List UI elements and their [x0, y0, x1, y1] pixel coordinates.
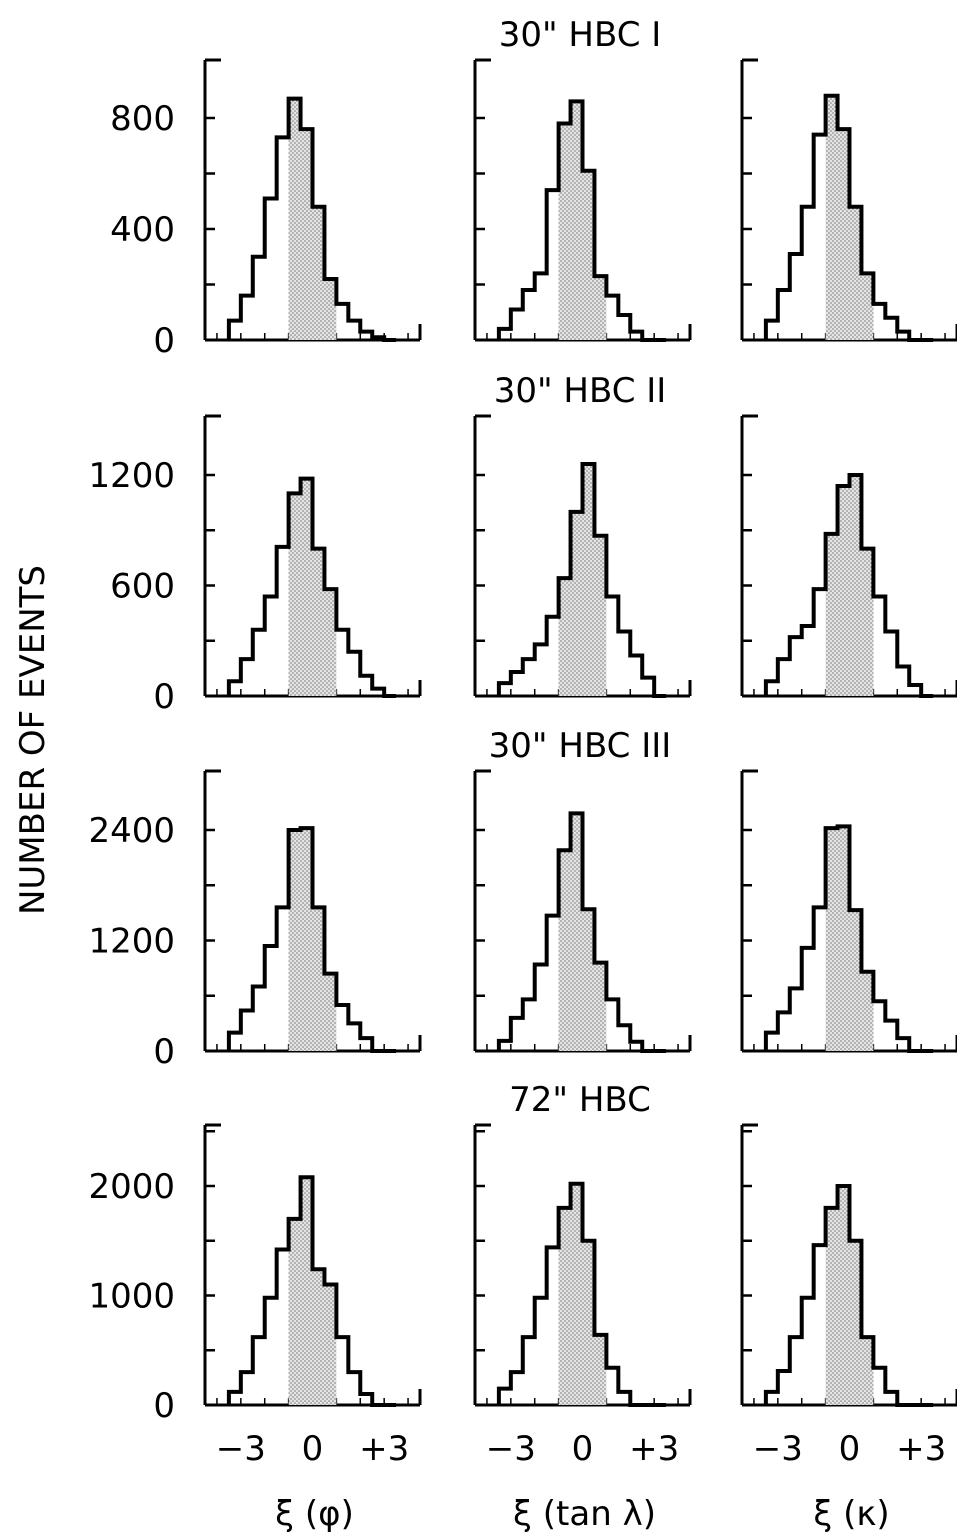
shaded-bin [825, 828, 838, 1051]
histogram-outline [226, 826, 397, 1053]
y-tick-label: 0 [153, 321, 175, 361]
shaded-bin [825, 1207, 838, 1405]
shaded-bin [300, 1177, 313, 1405]
x-tick-label: +3 [359, 1429, 409, 1469]
shaded-bin [582, 463, 595, 696]
shaded-bin [825, 533, 838, 696]
histogram-outline [496, 99, 667, 342]
shaded-bin [582, 1240, 595, 1405]
shaded-bin [594, 535, 607, 696]
x-axis-label: ξ (φ) [275, 1494, 354, 1534]
shaded-bin [594, 276, 607, 340]
shaded-bin [849, 910, 862, 1051]
shaded-bin [849, 1240, 862, 1405]
shaded-bin [594, 962, 607, 1051]
y-tick-label: 800 [110, 99, 175, 139]
x-tick-label: +3 [629, 1429, 679, 1469]
shaded-bin [837, 129, 850, 340]
shaded-bin [324, 1284, 337, 1405]
shaded-bin [849, 206, 862, 340]
shaded-bin [300, 129, 313, 340]
row-title-0: 30" HBC I [499, 15, 662, 55]
shaded-bin [300, 828, 313, 1051]
shaded-bin [558, 850, 571, 1051]
shaded-bin [300, 478, 313, 696]
histogram-outline [496, 811, 667, 1053]
x-axis-label: ξ (κ) [813, 1494, 889, 1534]
shaded-bin [861, 273, 874, 340]
shaded-bin [861, 971, 874, 1051]
y-tick-label: 600 [110, 567, 175, 607]
x-tick-label: 0 [839, 1429, 861, 1469]
y-tick-label: 2400 [88, 811, 175, 851]
shaded-bin [594, 1334, 607, 1405]
shaded-bin [849, 475, 862, 696]
histogram-outline [763, 1184, 934, 1407]
shaded-bin [288, 1218, 301, 1405]
y-tick-label: 0 [153, 1386, 175, 1426]
shaded-bin [582, 170, 595, 340]
shaded-bin [288, 830, 301, 1051]
shaded-bin [582, 909, 595, 1051]
shaded-bin [837, 1186, 850, 1405]
y-axis-label: NUMBER OF EVENTS [13, 565, 53, 915]
y-tick-label: 1000 [88, 1277, 175, 1317]
shaded-bin [837, 826, 850, 1051]
shaded-bin [558, 578, 571, 696]
histogram-outline [226, 476, 397, 698]
shaded-bin [558, 123, 571, 340]
shaded-bin [324, 278, 337, 340]
shaded-bin [324, 973, 337, 1051]
y-tick-label: 0 [153, 677, 175, 717]
y-tick-label: 1200 [88, 922, 175, 962]
y-tick-label: 0 [153, 1032, 175, 1072]
row-title-3: 72" HBC [509, 1080, 651, 1120]
shaded-bin [312, 1269, 325, 1405]
x-tick-label: −3 [486, 1429, 536, 1469]
shaded-bin [570, 511, 583, 696]
shaded-bin [324, 589, 337, 696]
shaded-bin [837, 486, 850, 696]
row-title-1: 30" HBC II [494, 371, 667, 411]
shaded-bin [861, 548, 874, 696]
histogram-outline [763, 93, 934, 342]
shaded-bin [288, 98, 301, 340]
histogram-outline [226, 1175, 397, 1407]
x-tick-label: −3 [753, 1429, 803, 1469]
histogram-outline [496, 1181, 667, 1407]
x-axis-label: ξ (tan λ) [513, 1494, 656, 1534]
y-tick-label: 2000 [88, 1167, 175, 1207]
shaded-bin [825, 95, 838, 340]
shaded-bin [558, 1207, 571, 1405]
shaded-bin [312, 907, 325, 1051]
y-tick-label: 400 [110, 210, 175, 250]
shaded-bin [861, 1337, 874, 1405]
y-tick-label: 1200 [88, 456, 175, 496]
x-tick-label: 0 [302, 1429, 324, 1469]
histogram-outline [763, 824, 934, 1053]
shaded-bin [312, 206, 325, 340]
histogram-outline [763, 473, 934, 698]
histogram-outline [496, 461, 667, 698]
histogram-outline [226, 96, 397, 342]
shaded-bin [288, 493, 301, 696]
shaded-bin [312, 548, 325, 696]
x-tick-label: 0 [572, 1429, 594, 1469]
x-tick-label: +3 [896, 1429, 946, 1469]
x-tick-label: −3 [216, 1429, 266, 1469]
shaded-bin [570, 1183, 583, 1405]
row-title-2: 30" HBC III [489, 726, 672, 766]
shaded-bin [570, 101, 583, 340]
shaded-bin [570, 813, 583, 1051]
